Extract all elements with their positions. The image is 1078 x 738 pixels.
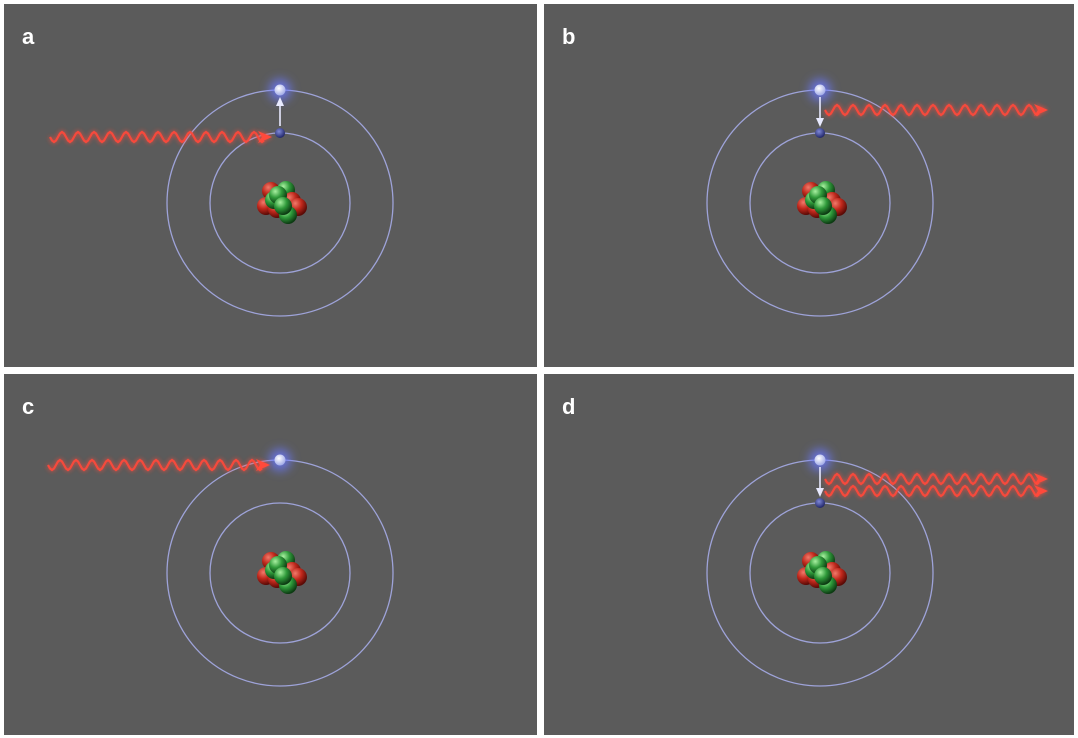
panel-label: d [562,394,575,419]
panel-label: b [562,24,575,49]
electron-excited [275,455,286,466]
electron-excited [815,455,826,466]
electron-ground [275,128,285,138]
nucleon [274,567,292,585]
panel-label: c [22,394,34,419]
electron-excited [275,85,286,96]
electron-ground [815,128,825,138]
nucleon [814,197,832,215]
figure: a b c d [0,0,1078,738]
panel-label: a [22,24,35,49]
electron-excited [815,85,826,96]
electron-ground [815,498,825,508]
nucleon [814,567,832,585]
nucleon [274,197,292,215]
